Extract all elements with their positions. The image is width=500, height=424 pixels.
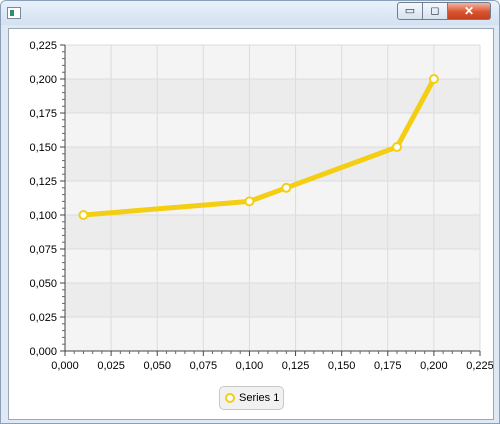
- x-tick-label: 0,000: [51, 360, 79, 372]
- minimize-icon: ▭: [404, 5, 416, 17]
- y-tick-label: 0,000: [29, 346, 57, 358]
- data-point: [281, 182, 292, 193]
- x-tick-label: 0,050: [143, 360, 171, 372]
- plot-band: [65, 147, 480, 181]
- y-tick-label: 0,100: [29, 210, 57, 222]
- app-icon: [7, 7, 21, 19]
- y-tick-label: 0,200: [29, 74, 57, 86]
- y-tick-label: 0,050: [29, 278, 57, 290]
- x-tick-label: 0,175: [374, 360, 402, 372]
- close-button[interactable]: ✕: [447, 2, 491, 20]
- x-tick-label: 0,025: [97, 360, 125, 372]
- data-point: [428, 74, 439, 84]
- chart-panel: 0,000 0,025 0,050 0,075 0,100 0,125 0,150 0,175…: [8, 28, 494, 420]
- y-tick-label: 0,025: [29, 312, 57, 324]
- y-tick-label: 0,075: [29, 244, 57, 256]
- close-icon: ✕: [463, 4, 475, 18]
- data-point: [392, 142, 402, 152]
- x-tick-label: 0,150: [328, 360, 356, 372]
- line-chart: 0,000 0,025 0,050 0,075 0,100 0,125 0,150 0,175…: [29, 40, 493, 372]
- x-tick-label: 0,075: [190, 360, 218, 372]
- y-tick-label: 0,125: [29, 176, 57, 188]
- data-point: [244, 196, 255, 207]
- plot-band: [65, 283, 480, 317]
- x-tick-label: 0,225: [466, 360, 493, 372]
- legend-label: Series 1: [239, 392, 280, 404]
- maximize-icon: ◻: [430, 5, 440, 17]
- title-bar[interactable]: ▭ ◻ ✕: [1, 1, 499, 25]
- maximize-button[interactable]: ◻: [422, 2, 448, 20]
- chart-legend[interactable]: Series 1: [219, 386, 284, 410]
- x-tick-label: 0,100: [236, 360, 264, 372]
- x-tick-label: 0,200: [420, 360, 448, 372]
- data-point: [78, 210, 89, 220]
- y-tick-label: 0,150: [29, 142, 57, 154]
- minimize-button[interactable]: ▭: [397, 2, 423, 20]
- x-tick-label: 0,125: [282, 360, 310, 372]
- legend-swatch-icon: [225, 393, 235, 403]
- plot-band: [65, 79, 480, 113]
- plot-band: [65, 215, 480, 249]
- y-tick-label: 0,225: [29, 40, 57, 52]
- y-tick-label: 0,175: [29, 108, 57, 120]
